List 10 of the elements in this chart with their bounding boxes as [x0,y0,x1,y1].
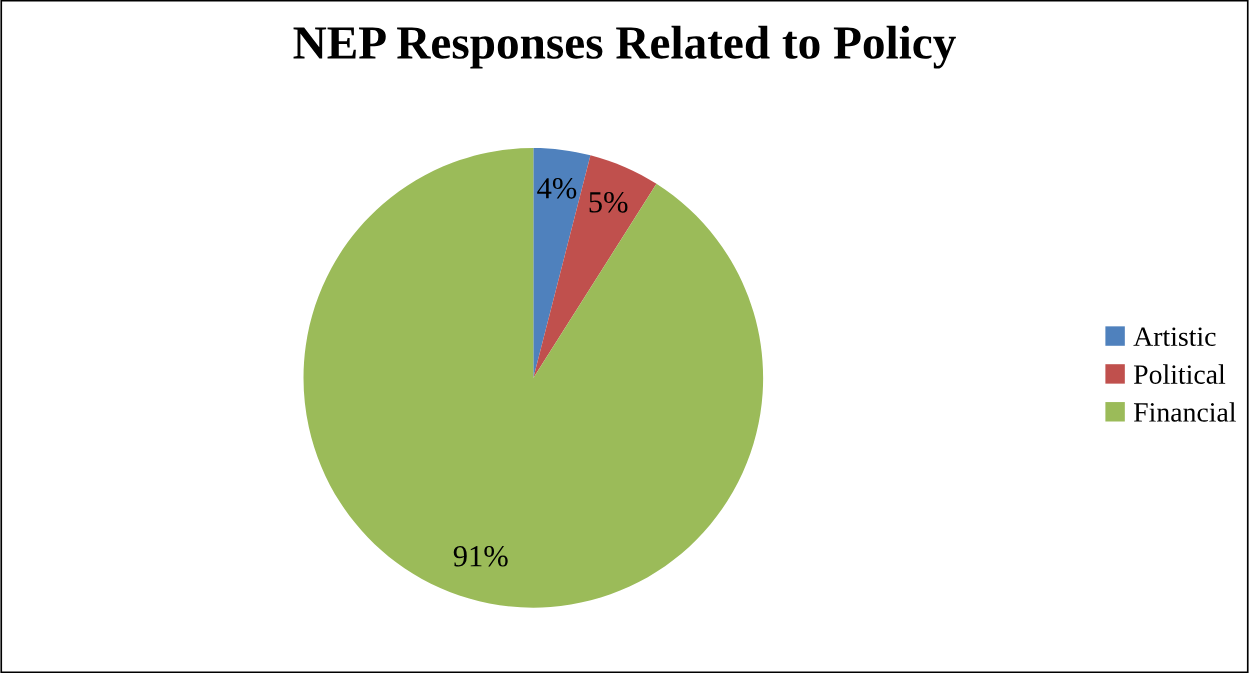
pie-slice [533,148,591,378]
legend-label: Financial [1133,402,1236,422]
legend-label: Political [1133,364,1226,384]
data-label: 4% [537,177,577,199]
pie-slice [533,155,657,378]
data-label: 91% [453,545,508,567]
chart-title: NEP Responses Related to Policy [293,25,956,69]
legend-label: Artistic [1133,327,1216,347]
data-label: 5% [589,191,628,213]
pie-slice [303,148,764,608]
